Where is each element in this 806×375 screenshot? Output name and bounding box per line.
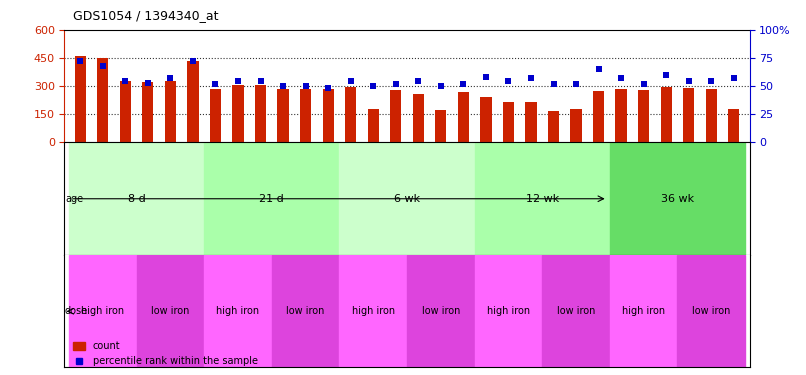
Point (570, 81, 583, 87)
Text: 36 wk: 36 wk (661, 194, 694, 204)
Text: dose: dose (65, 306, 88, 316)
Point (118, 78, 131, 84)
Point (727, 75, 740, 81)
Bar (368, 109, 379, 142)
Bar (136, 255, 204, 368)
Text: 6 wk: 6 wk (394, 194, 420, 204)
Bar (390, 90, 401, 142)
Bar (661, 87, 672, 142)
Legend: count, percentile rank within the sample: count, percentile rank within the sample (69, 338, 262, 370)
Bar (204, 142, 339, 255)
Text: 12 wk: 12 wk (526, 194, 559, 204)
Bar (638, 90, 650, 142)
Bar (75, 56, 86, 142)
Bar (413, 94, 424, 142)
Point (231, 78, 244, 84)
Bar (571, 109, 582, 142)
Point (276, 83, 289, 89)
Bar (610, 142, 745, 255)
Point (254, 78, 267, 84)
Text: age: age (65, 194, 83, 204)
Bar (678, 255, 745, 368)
Bar (728, 109, 739, 142)
Bar (339, 255, 407, 368)
Bar (593, 91, 604, 142)
Bar (458, 92, 469, 142)
Bar (475, 255, 542, 368)
Text: high iron: high iron (351, 306, 395, 316)
Text: low iron: low iron (557, 306, 596, 316)
Point (615, 75, 628, 81)
Point (704, 78, 717, 84)
Bar (435, 110, 447, 142)
Point (389, 81, 402, 87)
Point (660, 72, 673, 78)
Point (141, 80, 154, 86)
Bar (277, 89, 289, 142)
Bar (542, 255, 610, 368)
Point (457, 81, 470, 87)
Point (480, 74, 492, 80)
Bar (526, 102, 537, 142)
Bar (98, 58, 109, 142)
Text: 8 d: 8 d (127, 194, 145, 204)
Point (683, 78, 696, 84)
Bar (475, 142, 610, 255)
Bar (705, 89, 717, 142)
Bar (164, 81, 176, 142)
Bar (322, 89, 334, 142)
Bar (187, 61, 198, 142)
Bar (272, 255, 339, 368)
Point (547, 81, 560, 87)
Text: low iron: low iron (422, 306, 460, 316)
Bar (232, 86, 243, 142)
Text: high iron: high iron (487, 306, 530, 316)
Text: GDS1054 / 1394340_at: GDS1054 / 1394340_at (73, 9, 218, 22)
Bar (616, 89, 627, 142)
Bar (610, 255, 678, 368)
Point (638, 81, 650, 87)
Bar (683, 88, 694, 142)
Point (592, 66, 605, 72)
Bar (210, 89, 221, 142)
Point (164, 75, 177, 81)
Text: high iron: high iron (81, 306, 124, 316)
Text: low iron: low iron (152, 306, 189, 316)
Bar (255, 86, 266, 142)
Bar (300, 89, 311, 142)
Bar (204, 255, 272, 368)
Point (209, 81, 222, 87)
Point (367, 83, 380, 89)
Point (525, 75, 538, 81)
Point (74, 58, 87, 64)
Bar (503, 102, 514, 142)
Bar (339, 142, 475, 255)
Point (322, 86, 334, 92)
Point (97, 63, 110, 69)
Text: 21 d: 21 d (260, 194, 285, 204)
Bar (345, 87, 356, 142)
Bar (407, 255, 475, 368)
Point (299, 83, 312, 89)
Text: high iron: high iron (622, 306, 665, 316)
Bar (142, 82, 153, 142)
Text: low iron: low iron (692, 306, 730, 316)
Text: low iron: low iron (286, 306, 325, 316)
Bar (69, 255, 136, 368)
Text: high iron: high iron (217, 306, 260, 316)
Bar (548, 111, 559, 142)
Bar (120, 81, 131, 142)
Bar (480, 98, 492, 142)
Point (502, 78, 515, 84)
Point (186, 58, 199, 64)
Bar (69, 142, 204, 255)
Point (434, 83, 447, 89)
Point (412, 78, 425, 84)
Point (344, 78, 357, 84)
